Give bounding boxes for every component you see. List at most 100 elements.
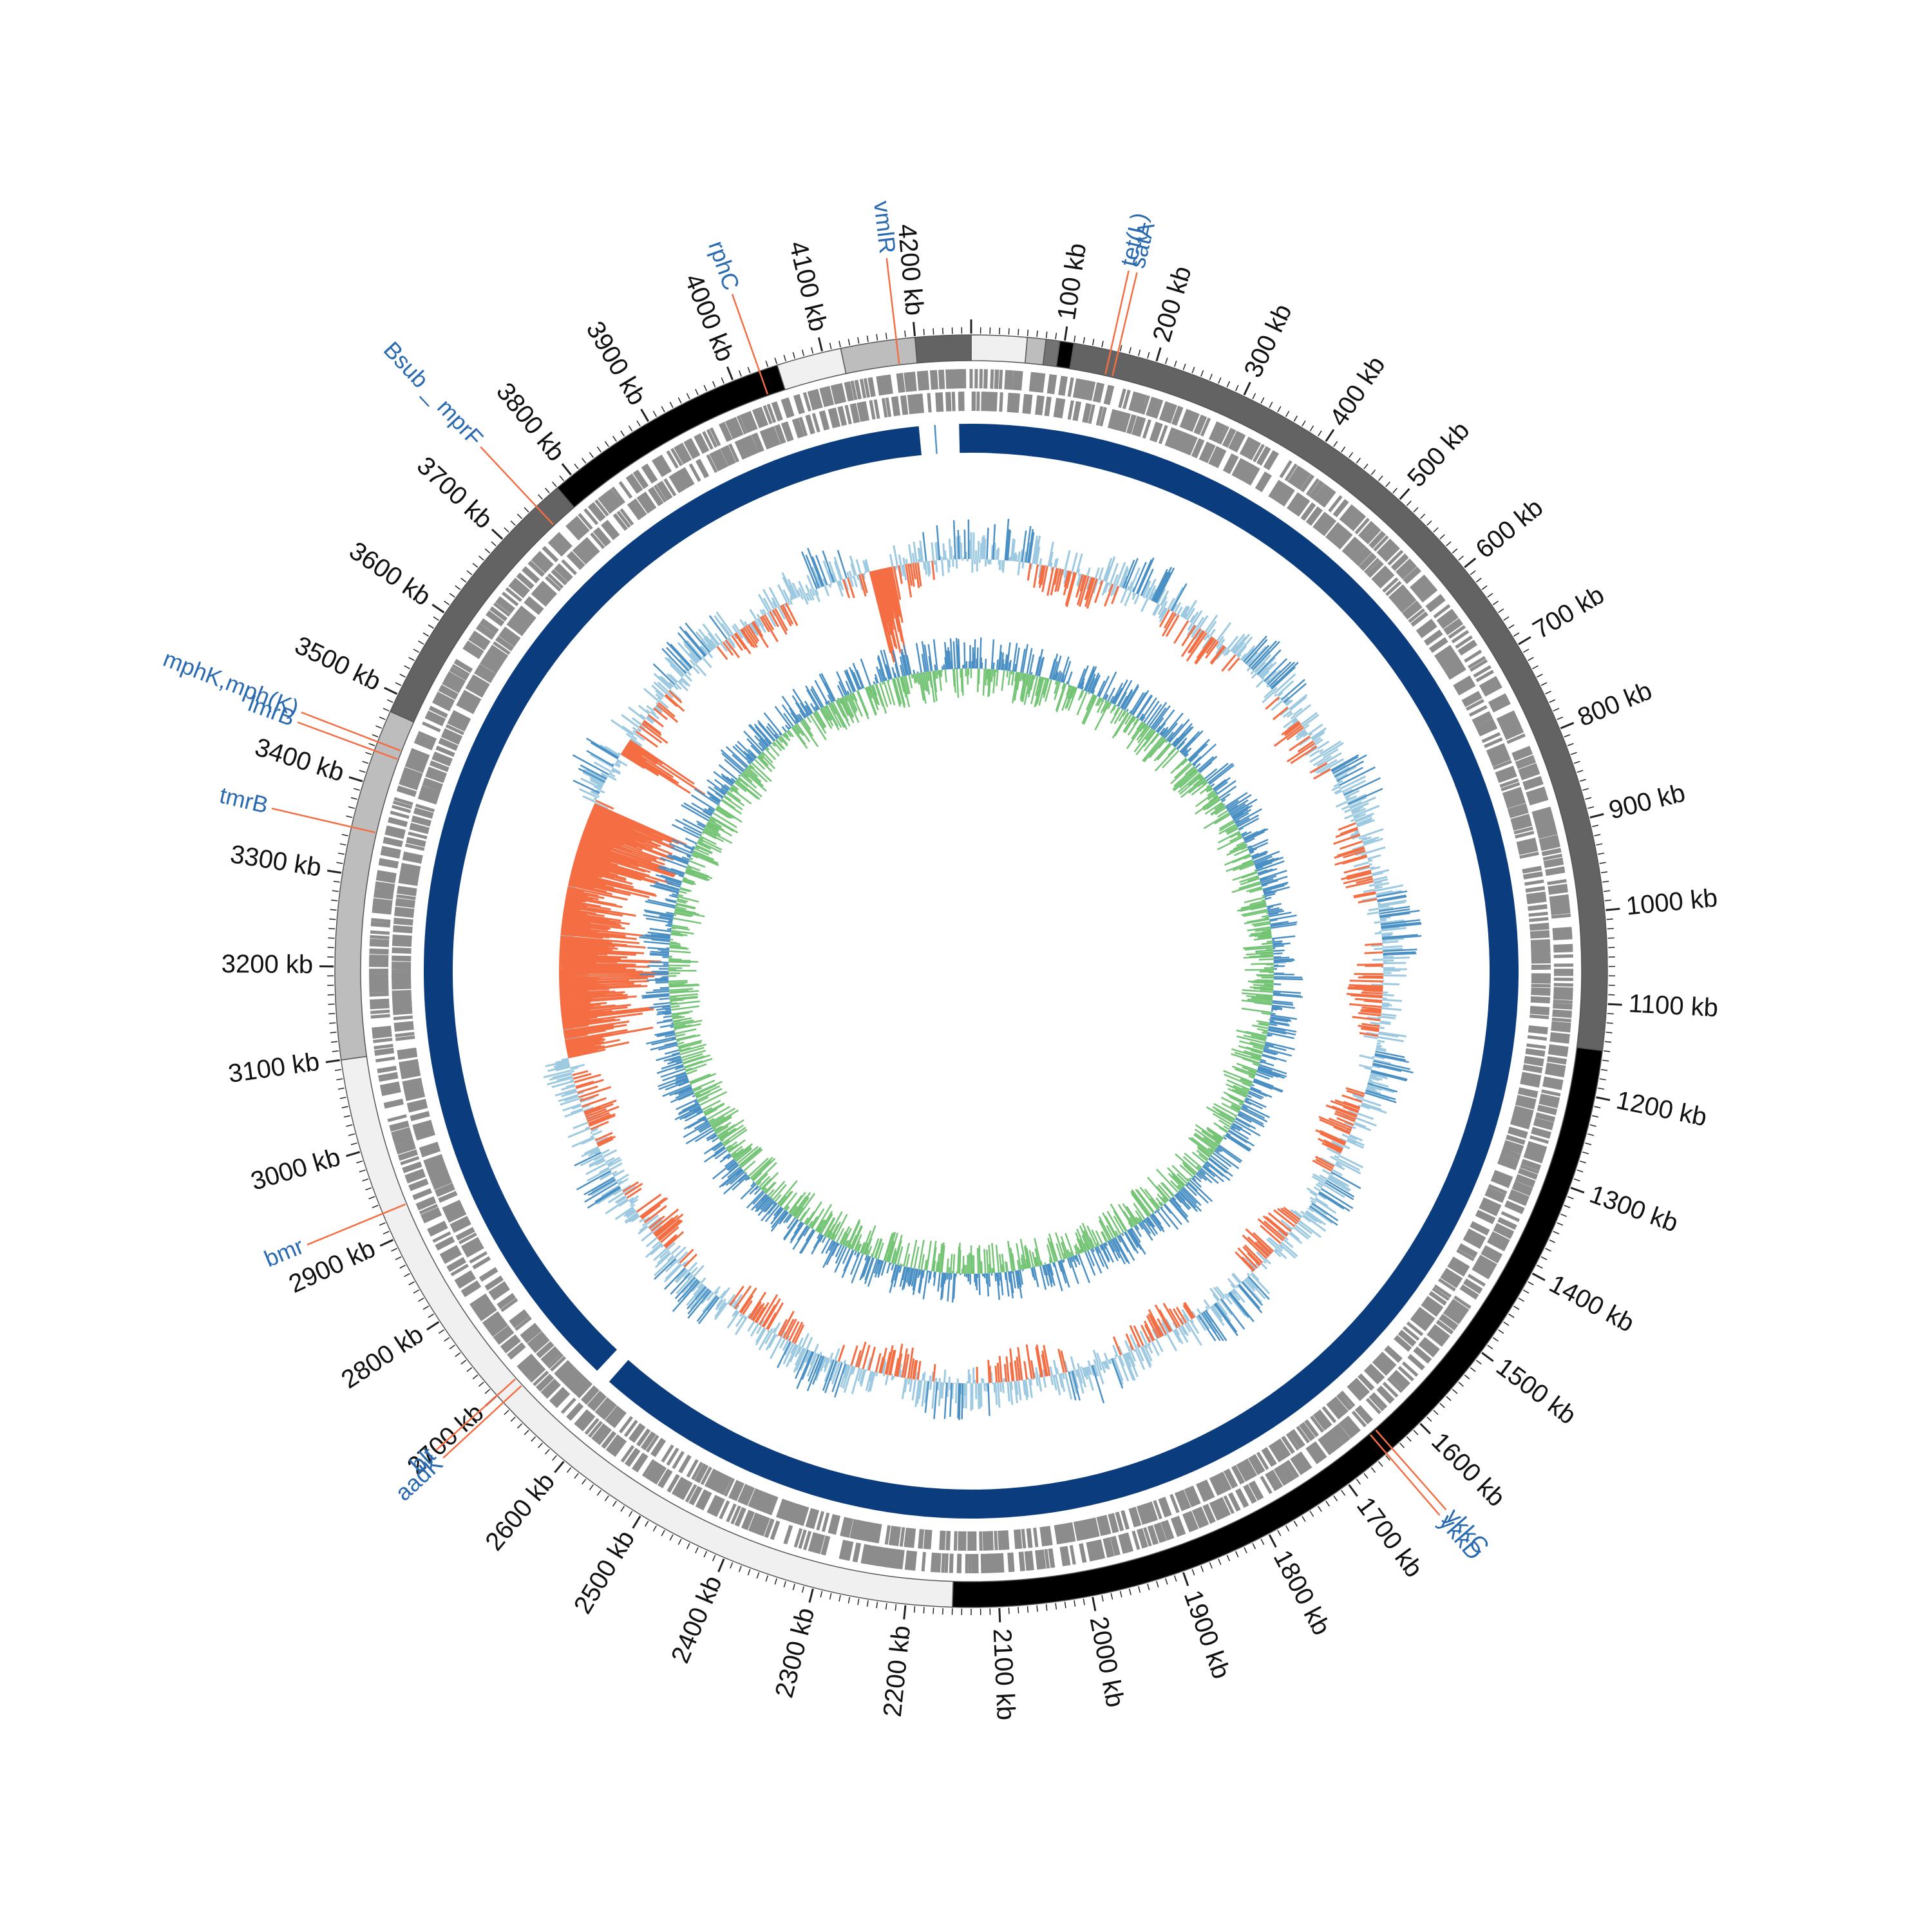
contig-segment [971, 334, 1028, 364]
minor-tick [1540, 1256, 1548, 1260]
minor-tick [866, 336, 869, 343]
minor-tick [491, 541, 497, 547]
minor-tick [1317, 1506, 1322, 1512]
minor-tick [1027, 329, 1029, 336]
minor-tick [1173, 360, 1177, 367]
minor-tick [1378, 475, 1383, 481]
minor-tick [337, 1087, 345, 1090]
major-tick [554, 1461, 565, 1473]
minor-tick [1226, 1555, 1231, 1562]
gene-leader-line [1112, 272, 1138, 376]
contig-segment [776, 348, 847, 391]
minor-tick [1433, 1410, 1439, 1416]
minor-tick [1599, 862, 1606, 864]
tick-label: 2800 kb [336, 1320, 428, 1394]
minor-tick [1413, 507, 1419, 513]
minor-tick [712, 381, 716, 388]
minor-tick [1285, 1525, 1290, 1532]
tick-label: 600 kb [1470, 493, 1548, 564]
tick-label: 1700 kb [1351, 1492, 1428, 1583]
minor-tick [1399, 1443, 1405, 1448]
minor-tick [545, 488, 550, 493]
minor-tick [1209, 374, 1213, 381]
major-tick [379, 1238, 393, 1247]
minor-tick [455, 1352, 461, 1358]
minor-tick [466, 1367, 473, 1372]
minor-tick [484, 1388, 491, 1394]
major-tick [325, 1059, 340, 1063]
minor-tick [1579, 779, 1586, 782]
minor-tick [1341, 446, 1346, 453]
minor-tick [552, 1455, 557, 1461]
minor-tick [531, 1436, 536, 1442]
minor-tick [1599, 1078, 1606, 1081]
minor-tick [444, 600, 450, 605]
minor-tick [1452, 548, 1458, 554]
major-tick [426, 1321, 440, 1331]
minor-tick [721, 377, 724, 384]
major-tick [1531, 1273, 1546, 1282]
minor-tick [1018, 328, 1019, 336]
tick-label: 1100 kb [1628, 989, 1719, 1022]
minor-tick [1585, 1142, 1592, 1146]
minor-tick [1285, 410, 1290, 417]
cds-strand [391, 391, 1551, 1551]
minor-tick [604, 440, 609, 447]
minor-tick [383, 708, 390, 712]
minor-tick [1147, 1584, 1150, 1591]
tick-label: 2500 kb [569, 1526, 640, 1619]
tick-label: 3800 kb [491, 377, 571, 466]
minor-tick [895, 1604, 897, 1611]
minor-tick [510, 1416, 516, 1422]
minor-tick [1594, 834, 1601, 837]
minor-tick [820, 1591, 823, 1598]
minor-tick [356, 1160, 363, 1164]
minor-tick [876, 1602, 878, 1609]
minor-tick [472, 1374, 478, 1379]
minor-tick [747, 1569, 751, 1576]
minor-tick [792, 352, 795, 359]
minor-tick [449, 592, 455, 598]
minor-tick [330, 909, 337, 911]
minor-tick [1458, 555, 1464, 561]
minor-tick [395, 682, 402, 687]
tick-marks [319, 319, 1622, 1623]
minor-tick [857, 337, 860, 344]
gene-leader-line [435, 1378, 516, 1451]
gc-content-peak [572, 518, 1422, 1421]
major-tick [1064, 326, 1068, 341]
major-tick [1325, 429, 1335, 442]
minor-tick [1604, 899, 1611, 902]
gene-leader-line [480, 446, 554, 526]
minor-tick [1252, 1542, 1256, 1549]
minor-tick [765, 1575, 769, 1582]
minor-tick [885, 1603, 887, 1610]
minor-tick [433, 616, 439, 621]
minor-tick [444, 1337, 450, 1342]
minor-tick [362, 761, 369, 764]
backbone-marker [934, 424, 938, 454]
minor-tick [346, 1124, 353, 1127]
backbone-segment [424, 426, 922, 1371]
tick-label: 500 kb [1402, 416, 1475, 492]
minor-tick [1592, 1115, 1599, 1118]
major-tick [491, 528, 504, 540]
tick-label: 3900 kb [581, 317, 652, 410]
minor-tick [1602, 880, 1609, 883]
minor-tick [1498, 1329, 1504, 1334]
minor-tick [365, 752, 372, 755]
minor-tick [1560, 1213, 1567, 1217]
minor-tick [738, 1566, 742, 1573]
minor-tick [1532, 665, 1539, 670]
tick-label: 300 kb [1239, 299, 1298, 381]
minor-tick [1487, 592, 1493, 598]
minor-tick [1470, 1367, 1476, 1372]
major-tick [1570, 1186, 1585, 1194]
minor-tick [1018, 1607, 1019, 1614]
minor-tick [596, 446, 601, 453]
minor-tick [1119, 1591, 1122, 1598]
minor-tick [661, 1530, 665, 1537]
gc-skew-positive [639, 637, 1303, 1303]
minor-tick [669, 401, 674, 408]
